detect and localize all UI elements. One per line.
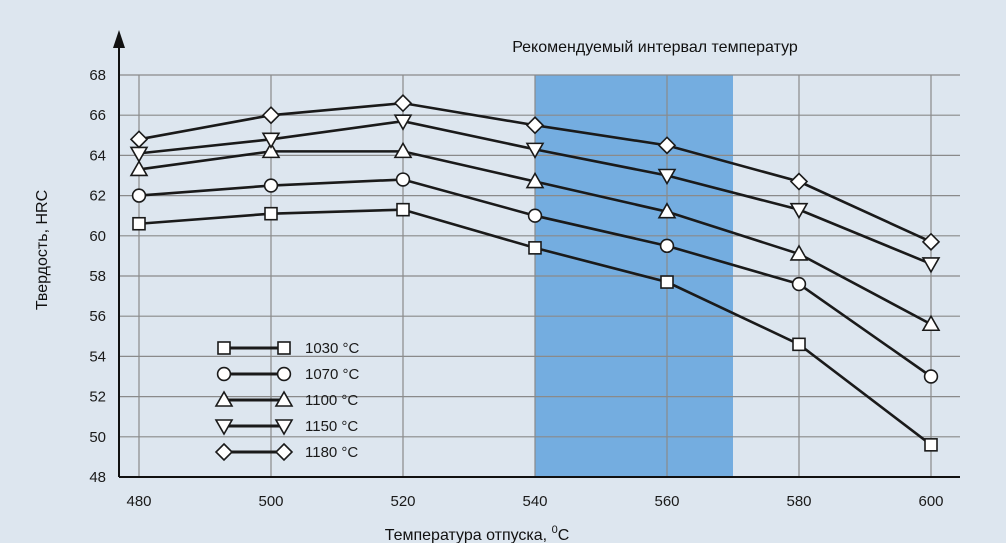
y-axis-arrow [113,30,125,48]
legend-marker-left-1 [217,341,231,355]
series-1 [132,202,938,452]
data-point-5-540 [525,116,545,135]
series-3 [129,141,941,332]
data-point-1-500 [264,206,278,221]
legend-item-4: 1150 °C [214,418,358,436]
data-point-5-580 [789,172,809,191]
legend-marker-right-4 [274,419,294,436]
data-point-5-600 [921,232,941,251]
data-point-2-540 [527,208,543,223]
series-group [129,94,941,452]
data-point-3-560 [657,202,677,219]
x-axis-title-unit: C [558,527,570,543]
series-5 [129,94,941,251]
data-point-5-560 [657,136,677,155]
y-tick-label-52: 52 [89,389,106,406]
legend-marker-right-2 [276,366,292,382]
x-tick-label-560: 560 [654,493,679,510]
tick-labels: 48 50 52 54 56 58 60 62 64 66 68 480 500 520 540 560 580… [89,67,943,510]
data-point-4-540 [525,142,545,159]
band-label: Рекомендуемый интервал температур [512,39,798,56]
grid-lines [119,74,960,478]
y-tick-label-54: 54 [89,348,106,365]
y-tick-label-60: 60 [89,228,106,245]
data-point-4-500 [261,132,281,149]
y-tick-label-68: 68 [89,67,106,84]
data-point-1-520 [396,202,410,217]
legend-marker-left-2 [216,366,232,382]
y-tick-label-58: 58 [89,268,106,285]
data-point-4-580 [789,202,809,220]
data-point-4-600 [921,257,941,274]
data-point-5-500 [261,106,281,125]
legend-marker-left-3 [214,390,234,407]
legend-label-2: 1070 °C [305,366,360,383]
data-point-1-480 [132,216,146,231]
x-tick-label-500: 500 [258,493,283,510]
data-point-3-500 [261,141,281,159]
data-point-3-600 [921,314,941,332]
x-tick-label-480: 480 [126,493,151,510]
data-point-1-540 [528,241,542,255]
data-point-3-580 [789,244,809,261]
legend-marker-left-5 [214,442,234,462]
legend-label-5: 1180 °C [305,444,358,461]
legend-item-2: 1070 °C [216,366,360,383]
legend-marker-left-4 [214,419,234,436]
legend-marker-right-3 [274,390,294,407]
x-axis-title-degree: 0 [552,524,558,536]
y-tick-label-50: 50 [89,429,106,446]
axes [113,30,960,478]
data-point-4-520 [393,114,413,131]
series-4 [129,114,941,274]
data-point-2-580 [791,276,807,292]
data-point-2-480 [131,188,147,203]
data-point-1-560 [660,275,674,289]
legend-marker-right-5 [274,442,294,462]
y-tick-label-64: 64 [89,147,106,164]
legend-label-1: 1030 °C [305,340,360,357]
x-tick-label-580: 580 [786,493,811,510]
data-point-5-480 [129,130,149,149]
y-tick-label-66: 66 [89,107,106,124]
legend-item-1: 1030 °C [217,340,360,357]
y-tick-label-48: 48 [89,469,106,486]
data-point-4-560 [657,168,677,186]
legend-label-3: 1100 °C [305,392,358,409]
data-point-3-480 [129,159,149,177]
x-tick-label-520: 520 [390,493,415,510]
legend: 1030 °C 1070 °C 1100 °C 1150 °C 1180 °C [214,340,360,462]
data-point-2-520 [395,172,411,187]
y-tick-label-56: 56 [89,308,106,325]
data-point-5-520 [393,94,413,113]
data-point-2-560 [659,238,675,254]
data-point-1-600 [924,438,938,452]
data-point-2-600 [923,369,939,384]
legend-label-4: 1150 °C [305,418,358,435]
legend-marker-right-1 [277,341,291,355]
data-point-3-520 [393,141,413,159]
x-tick-label-600: 600 [918,493,943,510]
y-tick-label-62: 62 [89,188,106,205]
y-axis-title: Твердость, HRC [34,190,51,310]
data-point-2-500 [263,178,279,193]
x-axis-title: Температура отпуска, 0C [385,524,570,543]
legend-item-3: 1100 °C [214,390,358,409]
legend-item-5: 1180 °C [214,442,358,462]
series-2 [131,172,939,384]
data-point-3-540 [525,171,545,189]
data-point-1-580 [792,337,806,352]
x-tick-label-540: 540 [522,493,547,510]
x-axis-title-text: Температура отпуска, [385,527,552,543]
